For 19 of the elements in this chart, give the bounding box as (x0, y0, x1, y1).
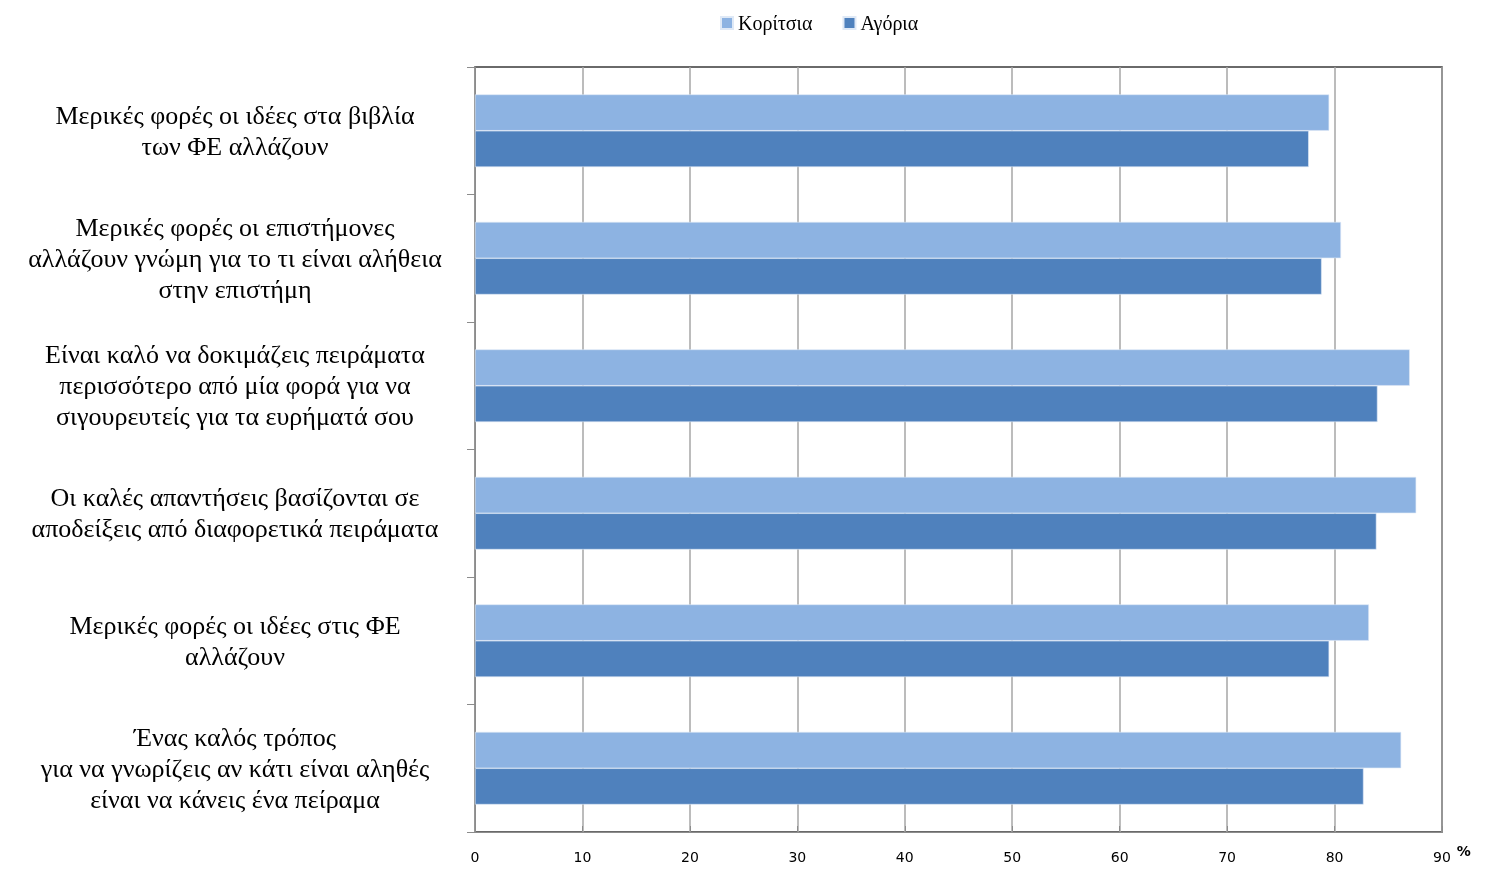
y-tick-label: Μερικές φορές οι ιδέες στα βιβλία των ΦΕ αλλάζουν (55, 100, 415, 161)
x-tick-label: 90 (1433, 849, 1451, 865)
x-tick-label: 80 (1325, 849, 1344, 865)
x-tick-label: 70 (1218, 849, 1237, 865)
x-tick-label: 10 (573, 849, 592, 865)
y-tick-label: Οι καλές απαντήσεις βασίζονται σε αποδείξεις από διαφορετικά πειράματα (31, 483, 439, 544)
x-tick-label: 40 (895, 849, 914, 865)
x-tick-label: 60 (1110, 849, 1129, 865)
x-tick-label: 20 (680, 849, 699, 865)
legend-label: Αγόρια (860, 12, 919, 35)
x-tick-label: 50 (1003, 849, 1022, 865)
y-tick-label: Είναι καλό να δοκιμάζεις πειράματα περισσότερο από μία φορά για να σιγουρευτείς για τα ευρήματά σου (45, 340, 426, 432)
x-tick-label: 30 (788, 849, 807, 865)
y-tick-label: Μερικές φορές οι ιδέες στις ΦΕ αλλάζουν (69, 610, 401, 671)
x-tick-label: 0 (470, 849, 480, 865)
x-axis-title: % (1456, 843, 1471, 859)
legend-label: Κορίτσια (738, 12, 813, 35)
y-tick-label: Μερικές φορές οι επιστήμονες αλλάζουν γνώμη για το τι είναι αλήθεια στην επιστήμη (28, 212, 443, 304)
y-tick-label: Ένας καλός τρόπος για να γνωρίζεις αν κάτι είναι αληθές είναι να κάνεις ένα πείραμα (39, 722, 431, 814)
